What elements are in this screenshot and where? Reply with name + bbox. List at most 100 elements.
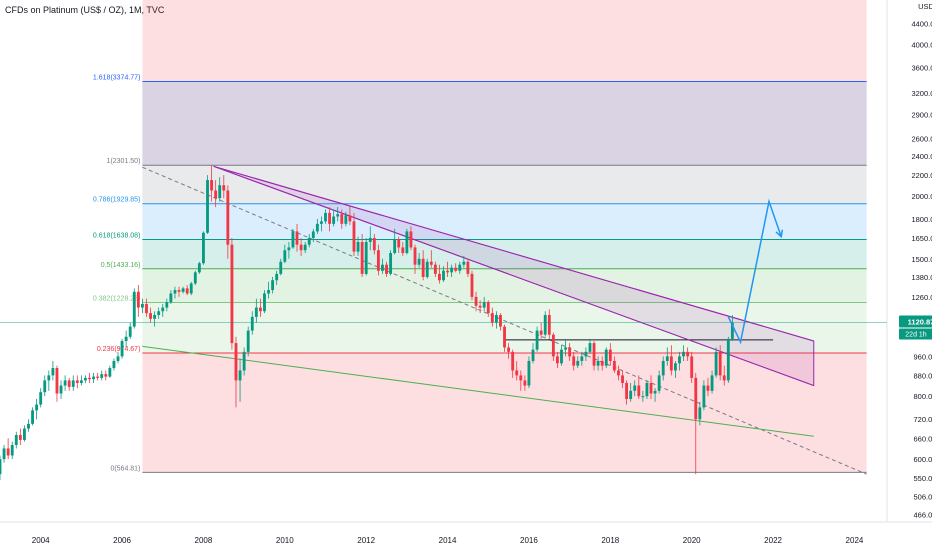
candle-body xyxy=(206,180,209,233)
countdown-label: 22d 1h xyxy=(905,331,927,338)
candle-body xyxy=(246,330,250,352)
candle-body xyxy=(116,356,120,361)
candle-body xyxy=(352,221,356,252)
candle-body xyxy=(698,407,702,420)
candle-body xyxy=(254,307,258,317)
candle-body xyxy=(79,380,83,383)
candle-body xyxy=(450,267,454,273)
candle-body xyxy=(185,288,189,294)
candle-body xyxy=(108,368,112,377)
candle-body xyxy=(328,212,331,224)
candle-body xyxy=(271,280,275,291)
candle-body xyxy=(348,215,352,222)
y-tick-label: 3200.00 xyxy=(911,89,932,98)
fib-band xyxy=(142,203,867,240)
candle-body xyxy=(193,272,197,284)
candle-body xyxy=(442,270,445,281)
candle-body xyxy=(226,190,230,245)
candle-body xyxy=(67,380,71,387)
candle-body xyxy=(466,261,470,274)
candle-body xyxy=(263,293,266,312)
candle-body xyxy=(128,326,132,337)
candle-body xyxy=(303,244,307,251)
candle-body xyxy=(511,351,515,371)
y-tick-label: 720.00 xyxy=(914,415,932,424)
y-tick-label: 960.00 xyxy=(914,352,932,361)
y-tick-label: 1500.00 xyxy=(911,255,932,264)
candle-body xyxy=(10,444,14,456)
x-tick-label: 2020 xyxy=(683,536,701,545)
candle-body xyxy=(686,351,690,357)
candle-body xyxy=(458,264,462,271)
candle-body xyxy=(665,356,669,361)
candle-body xyxy=(576,360,580,366)
candle-body xyxy=(307,237,311,245)
candle-body xyxy=(275,273,279,281)
candle-body xyxy=(682,351,685,357)
candle-body xyxy=(556,356,559,364)
candle-body xyxy=(678,356,681,364)
projection-arrow xyxy=(727,198,782,345)
candle-body xyxy=(189,283,193,294)
candle-body xyxy=(132,291,136,327)
candle-body xyxy=(96,376,100,378)
candle-body xyxy=(84,377,87,381)
candle-body xyxy=(539,330,543,335)
candle-body xyxy=(100,374,104,378)
candle-body xyxy=(0,459,2,475)
fib-level-label: 0.786(1929.85) xyxy=(93,197,140,204)
y-tick-label: 660.00 xyxy=(914,434,932,443)
candle-body xyxy=(218,185,222,199)
candle-body xyxy=(531,349,535,361)
candle-body xyxy=(604,349,608,366)
candle-body xyxy=(494,314,498,323)
candle-body xyxy=(523,380,527,386)
candle-body xyxy=(242,351,246,371)
candle-body xyxy=(413,247,417,265)
candle-body xyxy=(112,360,116,369)
candle-body xyxy=(332,216,336,224)
candle-body xyxy=(425,261,429,278)
last-price-badge xyxy=(899,315,932,328)
candle-body xyxy=(27,423,30,429)
x-tick-label: 2012 xyxy=(357,536,375,545)
candle-body xyxy=(18,434,22,440)
candles-group xyxy=(0,165,734,481)
candle-body xyxy=(409,231,413,248)
candle-body xyxy=(474,296,478,306)
candle-body xyxy=(35,404,39,411)
candle-body xyxy=(645,382,649,397)
candle-body xyxy=(499,314,502,327)
candle-body xyxy=(694,377,698,420)
y-tick-label: 2900.00 xyxy=(911,111,932,120)
y-tick-label: 1650.00 xyxy=(911,234,932,243)
trendline-dashed-trend xyxy=(142,166,867,475)
candle-body xyxy=(120,340,124,357)
candle-body xyxy=(584,351,588,357)
candle-body xyxy=(519,375,523,381)
price-axis-pane xyxy=(887,0,932,550)
y-tick-label: 2000.00 xyxy=(911,192,932,201)
candle-body xyxy=(669,356,673,371)
channel-fill xyxy=(213,165,815,387)
candle-body xyxy=(706,385,710,391)
fib-level-label: 0.618(1638.08) xyxy=(93,233,140,240)
candle-body xyxy=(39,392,43,405)
candle-body xyxy=(405,231,409,254)
x-tick-label: 2014 xyxy=(439,536,457,545)
fib-band xyxy=(142,353,867,473)
candle-body xyxy=(31,410,34,424)
candle-body xyxy=(360,241,364,274)
y-tick-label: 550.00 xyxy=(914,474,932,483)
y-tick-label: 506.00 xyxy=(914,492,932,501)
candle-body xyxy=(641,396,645,398)
candle-body xyxy=(14,434,18,445)
y-tick-label: 2400.00 xyxy=(911,152,932,161)
candle-body xyxy=(238,370,242,381)
candle-body xyxy=(47,375,51,381)
candle-body xyxy=(267,290,270,294)
candle-body xyxy=(722,375,726,381)
candle-body xyxy=(157,311,161,315)
